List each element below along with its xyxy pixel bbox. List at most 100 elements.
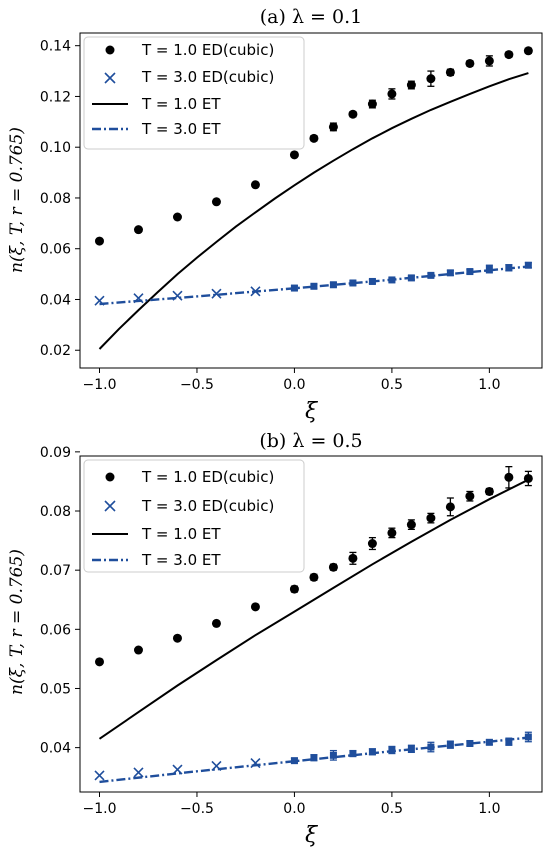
data-point-x	[211, 288, 222, 299]
y-tick-label: 0.14	[40, 39, 71, 55]
data-point-dot	[406, 520, 416, 530]
y-tick-label: 0.04	[40, 292, 71, 308]
panel-b-plot-frame	[79, 455, 543, 793]
x-tick-label: 0.5	[381, 377, 403, 393]
data-point-dot	[211, 618, 221, 628]
panel-a-x-label: ξ	[305, 399, 319, 424]
data-point-square	[290, 757, 298, 765]
data-point-x	[172, 764, 183, 775]
panel-b-legend-label-3: T = 1.0 ET	[141, 525, 221, 543]
data-point-dot	[250, 602, 260, 612]
series-line-dashdot	[99, 265, 529, 306]
data-point-dot	[426, 74, 436, 84]
y-tick-label: 0.06	[40, 242, 71, 258]
data-point-dot	[465, 491, 475, 501]
panel-a-series	[94, 46, 533, 350]
data-point-x	[133, 767, 144, 778]
data-point-square	[505, 738, 513, 746]
data-point-square	[368, 277, 376, 285]
data-point-dot	[426, 513, 436, 523]
data-point-dot	[523, 46, 533, 56]
x-tick-label: −0.5	[180, 377, 214, 393]
series-line-solid	[98, 72, 529, 350]
y-tick-label: 0.12	[40, 89, 71, 105]
x-tick-label: 0.0	[283, 801, 305, 817]
data-point-dot	[211, 197, 221, 207]
panel-a-y-label: n(ξ, T, r = 0.765)	[7, 127, 27, 273]
data-point-square	[310, 754, 318, 762]
data-point-square	[446, 741, 454, 749]
data-point-square	[427, 271, 435, 279]
panel-a-y-ticks: 0.02 0.04 0.06 0.08 0.10 0.12 0.14	[40, 39, 80, 359]
series-line-solid	[98, 478, 529, 740]
data-point-x	[172, 290, 183, 301]
panel-a-legend-box	[83, 36, 305, 150]
data-point-square	[349, 750, 357, 758]
data-point-x	[94, 295, 105, 306]
data-point-square	[310, 282, 318, 290]
data-point-dot	[484, 486, 494, 496]
x-tick-label: 0.0	[283, 377, 305, 393]
panel-b-legend-label-1: T = 1.0 ED(cubic)	[141, 468, 274, 486]
data-point-square	[368, 748, 376, 756]
data-point-dot	[289, 584, 299, 594]
panel-a-legend-label-4: T = 3.0 ET	[141, 120, 221, 138]
panel-b-title: (b) λ = 0.5	[259, 430, 362, 452]
data-point-dot	[94, 236, 104, 246]
data-point-dot	[133, 225, 143, 235]
panel-b-legend-label-2: T = 3.0 ED(cubic)	[141, 497, 274, 515]
data-point-dot	[172, 212, 182, 222]
data-point-square	[290, 284, 298, 292]
data-point-dot	[328, 562, 338, 572]
panel-a-title: (a) λ = 0.1	[260, 6, 362, 28]
data-point-square	[407, 274, 415, 282]
panel-b-x-label: ξ	[305, 823, 319, 848]
data-point-dot	[309, 572, 319, 582]
data-point-x	[94, 770, 105, 781]
data-point-dot	[523, 473, 533, 483]
data-point-square	[329, 751, 337, 759]
data-point-x	[211, 760, 222, 772]
y-tick-label: 0.02	[40, 343, 71, 359]
data-point-dot	[445, 502, 455, 512]
data-point-x	[250, 757, 261, 769]
data-point-dot	[250, 180, 260, 190]
data-point-square	[485, 738, 493, 746]
y-tick-label: 0.04	[40, 741, 71, 757]
data-point-dot	[445, 67, 455, 77]
data-point-square	[524, 733, 532, 741]
data-point-square	[427, 743, 435, 751]
x-tick-label: 1.0	[478, 377, 500, 393]
x-tick-label: −1.0	[82, 801, 116, 817]
data-point-x	[250, 286, 261, 297]
data-point-square	[329, 281, 337, 289]
y-tick-label: 0.08	[40, 191, 71, 207]
y-tick-label: 0.08	[40, 504, 71, 520]
panel-a: (a) λ = 0.1 −1.0 −0.5 0.0 0.5 1.0 0.020.040.…	[7, 6, 543, 424]
data-point-square	[446, 269, 454, 277]
data-point-square	[524, 261, 532, 269]
panel-b-y-label: n(ξ, T, r = 0.765)	[7, 549, 27, 695]
data-point-square	[466, 268, 474, 276]
panel-b-legend-label-4: T = 3.0 ET	[141, 551, 221, 569]
data-point-dot	[94, 657, 104, 667]
data-point-dot	[367, 99, 377, 109]
data-point-square	[349, 279, 357, 287]
data-point-square	[466, 739, 474, 747]
panel-a-plot-frame	[79, 32, 543, 369]
data-point-x	[133, 293, 144, 304]
data-point-square	[485, 265, 493, 273]
data-point-dot	[133, 645, 143, 655]
data-point-square	[388, 746, 396, 754]
data-point-dot	[406, 80, 416, 90]
data-point-square	[388, 276, 396, 284]
data-point-dot	[484, 56, 494, 66]
data-point-square	[505, 264, 513, 272]
panel-b-x-ticks: −1.0 −0.5 0.0 0.5 1.0	[82, 792, 500, 817]
data-point-dot	[289, 150, 299, 160]
data-point-dot	[348, 553, 358, 563]
data-point-dot	[504, 472, 514, 482]
panel-b-series	[94, 465, 533, 784]
panel-b-legend: T = 1.0 ED(cubic) T = 3.0 ED(cubic) T = …	[83, 459, 305, 573]
data-point-dot	[309, 133, 319, 143]
